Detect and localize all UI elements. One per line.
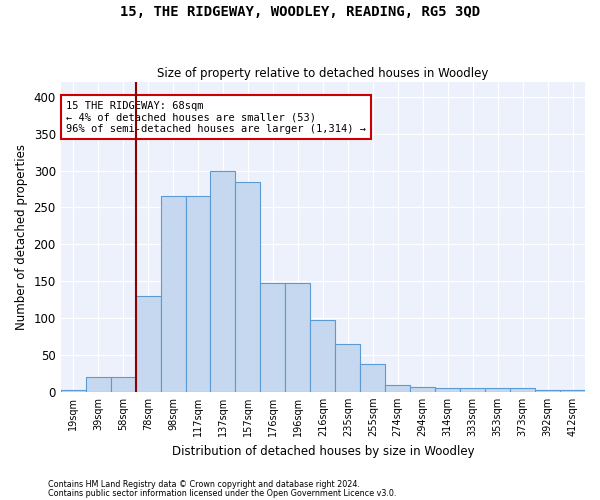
Title: Size of property relative to detached houses in Woodley: Size of property relative to detached ho… bbox=[157, 66, 488, 80]
Bar bbox=[360, 364, 385, 392]
Text: 15 THE RIDGEWAY: 68sqm
← 4% of detached houses are smaller (53)
96% of semi-deta: 15 THE RIDGEWAY: 68sqm ← 4% of detached … bbox=[66, 100, 366, 134]
Bar bbox=[435, 388, 460, 392]
Bar bbox=[460, 388, 485, 392]
Bar bbox=[260, 284, 286, 392]
Bar bbox=[61, 390, 86, 392]
Bar bbox=[286, 284, 310, 392]
Bar bbox=[211, 170, 235, 392]
Bar bbox=[385, 385, 410, 392]
Bar bbox=[560, 390, 585, 392]
Text: Contains HM Land Registry data © Crown copyright and database right 2024.: Contains HM Land Registry data © Crown c… bbox=[48, 480, 360, 489]
Bar bbox=[535, 390, 560, 392]
Bar bbox=[410, 388, 435, 392]
Bar bbox=[110, 377, 136, 392]
Bar bbox=[310, 320, 335, 392]
Text: Contains public sector information licensed under the Open Government Licence v3: Contains public sector information licen… bbox=[48, 490, 397, 498]
Bar bbox=[136, 296, 161, 392]
Y-axis label: Number of detached properties: Number of detached properties bbox=[15, 144, 28, 330]
Bar bbox=[161, 196, 185, 392]
Bar bbox=[335, 344, 360, 392]
Bar bbox=[185, 196, 211, 392]
Bar bbox=[86, 377, 110, 392]
Bar bbox=[485, 388, 510, 392]
Bar bbox=[235, 182, 260, 392]
Text: 15, THE RIDGEWAY, WOODLEY, READING, RG5 3QD: 15, THE RIDGEWAY, WOODLEY, READING, RG5 … bbox=[120, 5, 480, 19]
X-axis label: Distribution of detached houses by size in Woodley: Distribution of detached houses by size … bbox=[172, 444, 474, 458]
Bar bbox=[510, 388, 535, 392]
